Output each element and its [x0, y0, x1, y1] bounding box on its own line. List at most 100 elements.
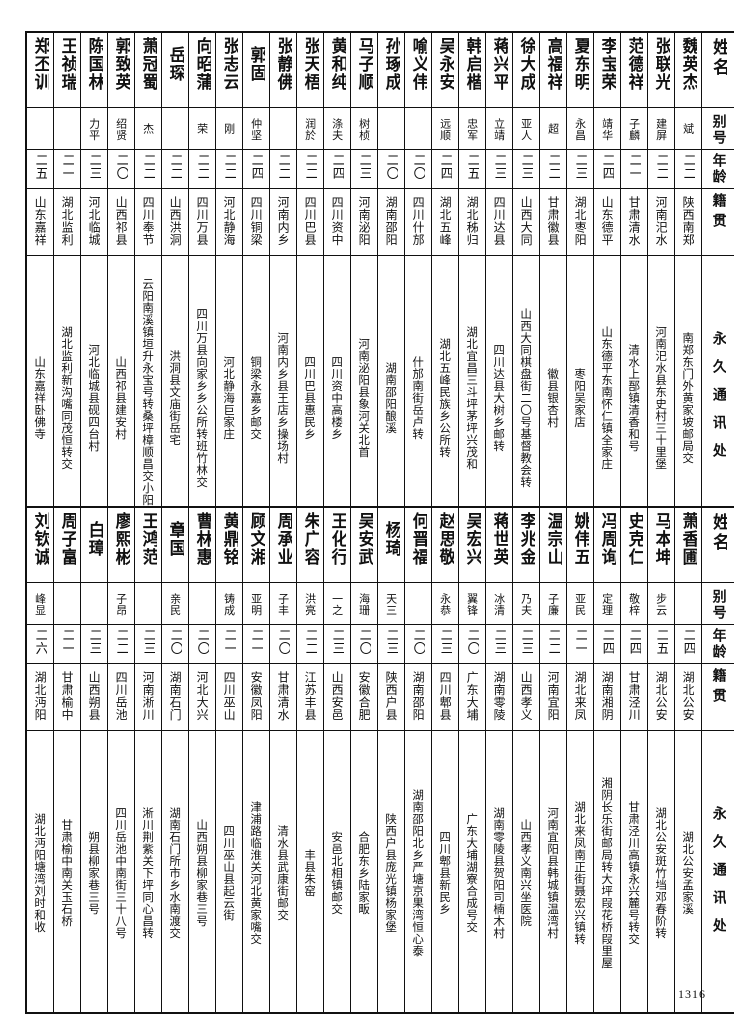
age-text: 二〇 [195, 627, 209, 655]
alias-text: 敬梓 [628, 592, 640, 616]
address-text: 湘阴长乐街邮局转大坪叚花桥叚里屋 [600, 777, 614, 969]
cell-age: 二五 [647, 624, 675, 664]
cell-native_place: 湖北公安 [647, 663, 675, 731]
native_place-text: 安徽凤阳 [249, 671, 263, 721]
cell-native_place: 湖北沔阳 [25, 663, 54, 731]
cell-address: 山东德平东南怀仁镇全家庄 [593, 255, 621, 539]
alias-text: 建屏 [655, 117, 667, 141]
age-text: 二二 [276, 152, 290, 180]
alias-text: 永昌 [574, 117, 586, 141]
name-text: 王祯瑞 [58, 37, 76, 91]
alias-text: 冰清 [493, 592, 505, 616]
name-text: 黄和纯 [328, 37, 346, 91]
cell-alias: 子昂 [107, 582, 135, 625]
cell-alias [377, 107, 405, 150]
cell-name: 刘钦诚 [25, 506, 54, 583]
cell-name: 吴安武 [350, 506, 378, 583]
address-text: 徽县银杏村 [546, 368, 560, 428]
cell-address: 河南泌阳县象河关北首 [350, 255, 378, 539]
alias-text: 树桢 [358, 117, 370, 141]
age-text: 二三 [357, 152, 371, 180]
address-text: 山东嘉祥卧佛寺 [33, 356, 47, 440]
cell-name: 张静佛 [269, 31, 297, 108]
row-age-top: 二五 二一 二三 二〇 二二 二二 二二 二二 二四 二二 二二 二四 二三 二〇 二〇 二四 二五 二三 二三 二二… [25, 149, 734, 189]
cell-address: 清水县武康街邮交 [269, 730, 297, 1014]
cell-alias: 超 [539, 107, 567, 150]
cell-age: 二二 [296, 149, 324, 189]
cell-age: 二〇 [161, 624, 189, 664]
cell-alias: 海珊 [350, 582, 378, 625]
alias-text: 远顺 [439, 117, 451, 141]
age-text: 二五 [33, 152, 47, 180]
cell-age: 二二 [161, 149, 189, 189]
cell-age: 二三 [485, 149, 513, 189]
cell-alias: 冰清 [485, 582, 513, 625]
address-text: 甘肃泾川高镇永兴麓号转交 [627, 801, 641, 945]
cell-address: 洪洞县文庙街岳宅 [161, 255, 189, 539]
cell-age: 二〇 [350, 624, 378, 664]
name-text: 张天梧 [301, 37, 319, 91]
cell-native_place: 山西朔县 [80, 663, 108, 731]
age-text: 二三 [141, 627, 155, 655]
age-text: 二三 [384, 627, 398, 655]
name-text: 黄鼎铭 [220, 512, 238, 566]
age-text: 二〇 [276, 627, 290, 655]
native_place-text: 四川铜梁 [249, 196, 263, 246]
age-text: 二五 [654, 627, 668, 655]
name-text: 孙琢成 [382, 37, 400, 91]
cell-name: 李宝荣 [593, 31, 621, 108]
native_place-text: 河南淅川 [141, 671, 155, 721]
address-text: 河北静海巨家庄 [222, 356, 236, 440]
native_place-text: 四川奉节 [141, 196, 155, 246]
cell-name: 杨琦 [377, 506, 405, 583]
cell-address: 湖北五峰民族乡公所转 [431, 255, 459, 539]
age-text: 二〇 [114, 152, 128, 180]
name-text: 张志云 [220, 37, 238, 91]
cell-native_place: 甘肃清水 [269, 663, 297, 731]
row-header-label: 姓名 [709, 513, 728, 553]
row-header-age: 年龄 [701, 149, 734, 189]
cell-name: 郑丕训 [25, 31, 54, 108]
cell-address: 河南宜阳县韩城镇温湾村 [539, 730, 567, 1014]
cell-age: 二二 [188, 149, 216, 189]
address-text: 河南泌阳县象河关北首 [357, 338, 371, 458]
row-header-alias: 别号 [701, 582, 734, 625]
native_place-text: 湖南石门 [168, 671, 182, 721]
name-text: 王化行 [328, 512, 346, 566]
cell-address: 湖南邵阳北乡严塘京果湾恒心泰 [404, 730, 432, 1014]
name-text: 曹林惠 [193, 512, 211, 566]
cell-age: 二三 [350, 149, 378, 189]
name-text: 岳琛 [166, 46, 184, 82]
row-header-label: 姓名 [709, 38, 728, 78]
name-text: 吴宏兴 [463, 512, 481, 566]
row-header-native_place: 籍贯 [701, 188, 734, 256]
cell-alias [134, 582, 162, 625]
row-native-top: 山东嘉祥 湖北监利 河北临城 山西祁县 四川奉节 山西洪洞 四川万县 河北静海 四川铜梁 河南内乡… [25, 188, 734, 256]
age-text: 二二 [141, 152, 155, 180]
cell-alias [161, 107, 189, 150]
cell-address: 湘阴长乐街邮局转大坪叚花桥叚里屋 [593, 730, 621, 1014]
cell-age: 二一 [215, 624, 243, 664]
cell-address: 山西孝义南兴坐医院 [512, 730, 540, 1014]
cell-age: 二二 [296, 624, 324, 664]
address-text: 广东大埔湖寮合成号交 [465, 813, 479, 933]
row-header-label: 别号 [711, 114, 726, 146]
native_place-text: 陕西户县 [384, 671, 398, 721]
native_place-text: 甘肃清水 [627, 196, 641, 246]
cell-alias: 仲坚 [242, 107, 270, 150]
address-text: 淅川荆紫关下坪同心昌转 [141, 807, 155, 939]
cell-address: 朔县柳家巷三号 [80, 730, 108, 1014]
age-text: 二三 [573, 152, 587, 180]
address-text: 湖南邵阳酿溪 [384, 362, 398, 434]
age-text: 二〇 [411, 627, 425, 655]
cell-age: 二二 [134, 149, 162, 189]
cell-age: 二三 [80, 624, 108, 664]
cell-age: 二三 [566, 149, 594, 189]
address-text: 四川万县向家乡乡公所转班竹林交 [195, 308, 209, 488]
row-age-bottom: 二六 二一 二三 二二 二三 二〇 二〇 二一 二一 二〇 二二 二三 二〇 二三 二〇 二三 二〇 二三 二三 二二… [25, 624, 734, 664]
alias-text: 润於 [304, 117, 316, 141]
address-text: 朔县柳家巷三号 [87, 831, 101, 915]
cell-alias: 立靖 [485, 107, 513, 150]
cell-address: 湖南石门所市乡水南渡交 [161, 730, 189, 1014]
cell-native_place: 四川资中 [323, 188, 351, 256]
